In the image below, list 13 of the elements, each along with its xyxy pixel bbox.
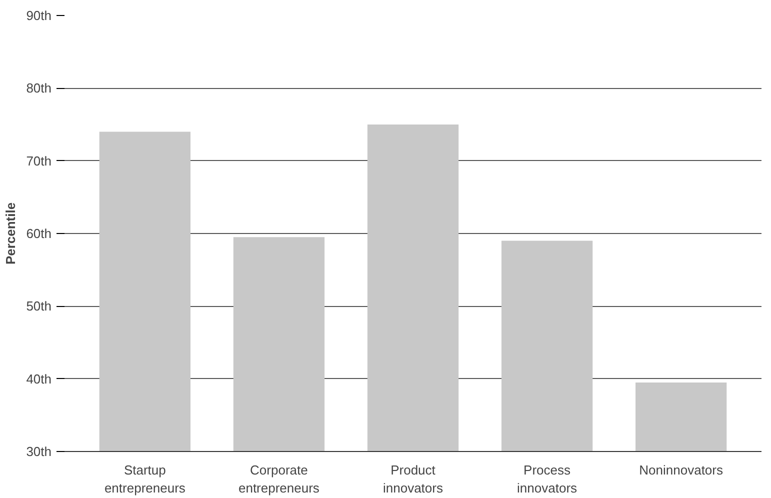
y-tick-label: 90th — [26, 8, 52, 23]
y-tick-label: 80th — [26, 80, 52, 96]
x-tick-label: Corporate entrepreneurs — [238, 462, 320, 496]
y-tick-label: 70th — [26, 153, 52, 168]
y-tick-label: 40th — [26, 371, 52, 386]
x-tick-label: Startup entrepreneurs — [104, 462, 186, 496]
y-tick-label: 30th — [26, 444, 52, 459]
x-tick-label: Process innovators — [517, 462, 578, 496]
x-tick-label: Noninnovators — [639, 462, 724, 478]
y-tick-label: 60th — [26, 226, 52, 241]
x-tick-label: Product innovators — [383, 462, 444, 496]
y-tick-label: 50th — [26, 298, 52, 314]
y-axis-title: Percentile — [3, 202, 18, 265]
